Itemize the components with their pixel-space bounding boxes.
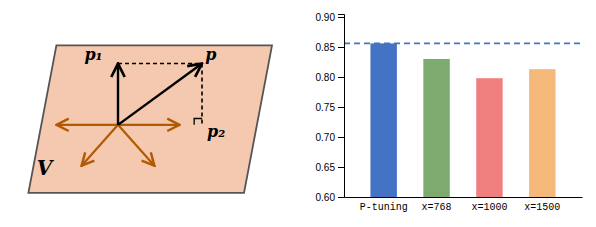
tick: 0.75 — [316, 102, 344, 113]
bar — [370, 43, 396, 197]
figure: p₁ p p₂ V 0.60 0.65 0.70 0.75 0.80 0.85 0.90 P-tuni… — [0, 0, 596, 227]
bars — [344, 43, 582, 197]
tick-label: P-tuning — [360, 202, 408, 213]
tick-label: 0.70 — [316, 132, 336, 143]
annotation: p — [205, 45, 216, 64]
tick: P-tuning — [360, 197, 408, 213]
tick: 0.85 — [316, 42, 344, 53]
tick: x=1000 — [471, 197, 507, 213]
tick-label: x=1500 — [524, 202, 560, 213]
tick: 0.80 — [316, 72, 344, 83]
axis-line — [345, 197, 583, 198]
tick-mark — [338, 167, 344, 168]
tick-mark — [338, 137, 344, 138]
plot: 0.60 0.65 0.70 0.75 0.80 0.85 0.90 P-tuning x=76… — [316, 12, 583, 213]
bar — [529, 69, 555, 197]
annotation: V — [37, 156, 55, 180]
tick-mark — [338, 197, 344, 198]
tick-label: x=1000 — [471, 202, 507, 213]
tick-label: 0.65 — [316, 162, 336, 173]
tick-label: 0.85 — [316, 42, 336, 53]
arrow — [118, 64, 202, 125]
tick: 0.65 — [316, 162, 344, 173]
arrow — [56, 124, 118, 126]
x-axis: P-tuning x=768 x=1000 x=1500 — [345, 197, 583, 213]
reference-line — [344, 43, 582, 45]
tick: 0.70 — [316, 132, 344, 143]
tick-label: 0.60 — [316, 192, 336, 203]
tick-label: 0.90 — [316, 12, 336, 23]
tick-mark — [338, 17, 344, 18]
arrow — [118, 125, 154, 166]
arrow — [117, 64, 119, 125]
dashed-line — [118, 63, 202, 65]
tick-label: 0.80 — [316, 72, 336, 83]
tick: 0.60 — [316, 192, 344, 203]
plane — [28, 45, 272, 193]
bar — [423, 59, 449, 197]
arrow — [118, 124, 180, 126]
tick-mark — [338, 47, 344, 48]
tick-label: x=768 — [422, 202, 452, 213]
arrow — [82, 125, 118, 166]
tick: x=1500 — [524, 197, 560, 213]
tick: x=768 — [422, 197, 452, 213]
axis-line — [338, 15, 345, 198]
bar — [476, 78, 502, 197]
tick-label: 0.75 — [316, 102, 336, 113]
tick-mark — [338, 77, 344, 78]
diagram — [28, 45, 272, 193]
tick-mark — [338, 107, 344, 108]
tick: 0.90 — [316, 12, 344, 23]
right-angle — [194, 118, 202, 124]
dashed-line — [201, 64, 203, 125]
annotation: p₂ — [207, 122, 225, 141]
y-axis: 0.60 0.65 0.70 0.75 0.80 0.85 0.90 — [316, 12, 345, 203]
annotation: p₁ — [84, 45, 102, 64]
